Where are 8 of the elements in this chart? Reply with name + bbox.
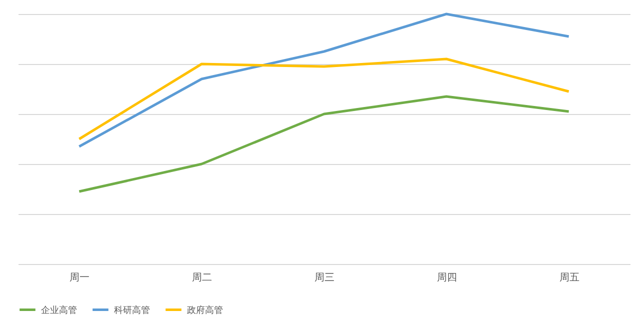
x-tick-label: 周四 xyxy=(436,272,457,284)
x-tick-label: 周五 xyxy=(559,272,580,284)
legend-label: 政府高管 xyxy=(187,304,223,316)
x-tick-label: 周二 xyxy=(192,272,212,284)
x-tick-label: 周一 xyxy=(70,272,90,284)
x-tick-label: 周三 xyxy=(314,272,334,284)
legend-label: 企业高管 xyxy=(41,304,77,316)
legend-label: 科研高管 xyxy=(114,304,150,316)
